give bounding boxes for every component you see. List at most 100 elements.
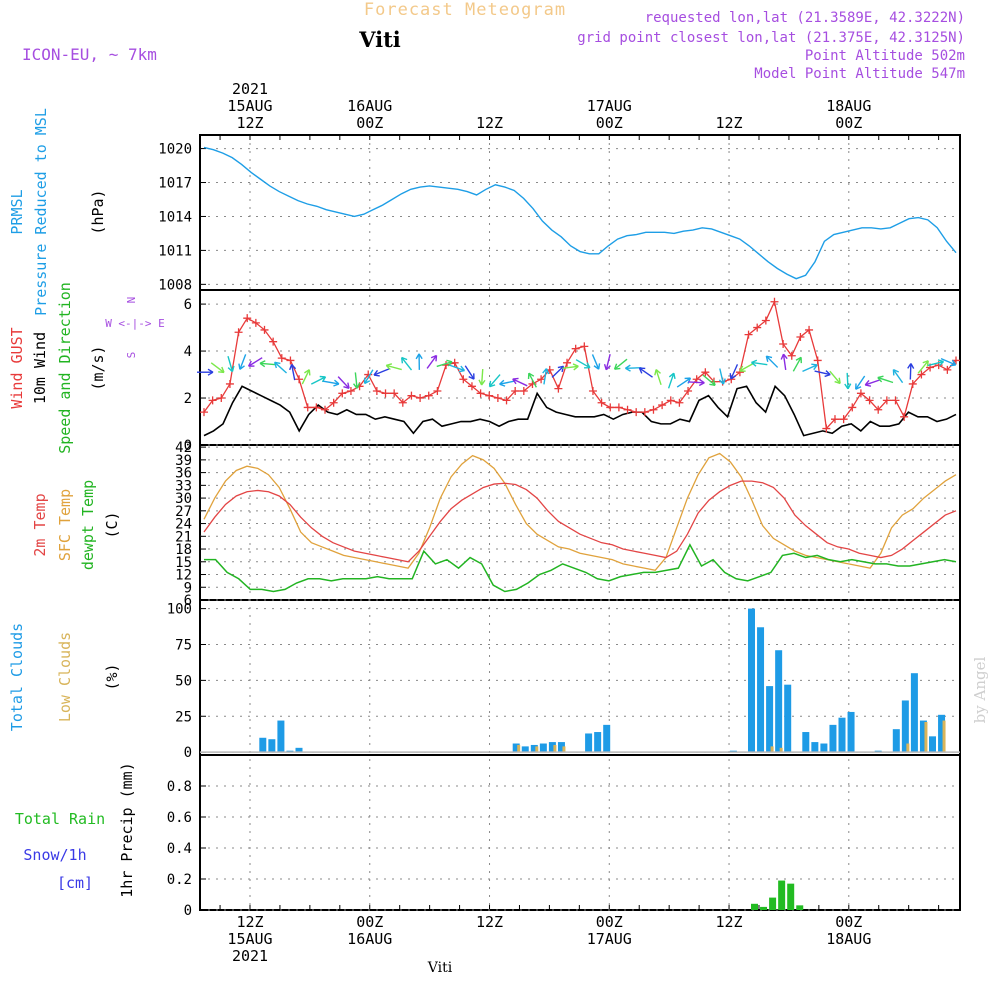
wind-arrow-head (593, 363, 601, 370)
wind-direction-arrow (488, 374, 501, 388)
wind-gust-marker (675, 398, 684, 407)
wind-gust-marker (900, 412, 909, 421)
low-cloud-bar (770, 746, 774, 753)
wind-arrow-shaft (364, 369, 374, 384)
wind-direction-arrow (654, 369, 662, 386)
location-info-line: Model Point Altitude 547m (754, 66, 965, 82)
total-cloud-bar (829, 724, 837, 753)
total-cloud-bar (775, 650, 783, 753)
wind-gust-marker (321, 405, 330, 414)
wind-arrow-shaft (543, 368, 548, 385)
wind-gust-marker (372, 386, 381, 395)
wind-gust-marker (519, 386, 528, 395)
wind-direction-arrow (718, 368, 726, 385)
total-cloud-bar (929, 736, 936, 753)
wind-arrow-shaft (337, 376, 350, 389)
wind-arrow-head (709, 379, 716, 386)
wind-arrow-shaft (765, 355, 779, 368)
wind-gust-marker (822, 424, 831, 433)
wind-arrow-shaft (436, 361, 453, 368)
total-cloud-bar (811, 742, 819, 753)
wind-arrow-head (877, 375, 884, 383)
wind-arrow-head (824, 370, 831, 378)
wind-arrow-head (684, 377, 692, 384)
wind-arrow-shaft (655, 369, 662, 386)
wind-direction-arrow (667, 372, 676, 389)
rain-bar (787, 883, 795, 910)
value-tick-label: 0 (184, 745, 192, 761)
wind-arrow-head (238, 363, 245, 370)
wind-gust-marker (476, 389, 485, 398)
low-cloud-bar (562, 746, 566, 753)
low-cloud-bar (924, 721, 928, 753)
value-tick-label: 0.2 (167, 872, 192, 888)
wind-arrow-shaft (239, 354, 247, 370)
total-cloud-bar (919, 720, 927, 753)
wind-direction-arrow (464, 365, 475, 380)
location-info-line: Point Altitude 502m (805, 48, 965, 64)
wind-gust-marker (424, 391, 433, 400)
pressure-label: Pressure Reduced to MSL (32, 108, 50, 316)
wind-arrow-head (855, 383, 862, 390)
wind-arrow-head (363, 377, 371, 385)
wind-arrow-shaft (290, 364, 296, 381)
wind-unit: (m/s) (89, 345, 107, 390)
value-tick-label: 75 (175, 637, 192, 653)
credit-watermark: by Angel (971, 656, 989, 723)
wind-arrow-head (864, 380, 872, 387)
total-cloud-bar (802, 732, 810, 753)
wind-arrow-head (352, 382, 361, 389)
top-time-label: 17AUG (587, 97, 632, 115)
wind-direction-arrow (273, 361, 288, 374)
wind-direction-arrow (478, 369, 486, 386)
wind-gust-marker (208, 396, 217, 405)
wind-arrow-head (937, 359, 945, 367)
value-tick-label: 6 (184, 297, 192, 313)
value-tick-label: 25 (175, 709, 192, 725)
wind-arrow-shaft (373, 368, 390, 376)
total-cloud-bar (539, 743, 547, 753)
wind-direction-arrow (210, 362, 225, 374)
wind-gust-marker (416, 394, 425, 403)
wind-gust-marker (874, 405, 883, 414)
wind-direction-arrow (373, 368, 390, 377)
total-cloud-bar (268, 739, 276, 753)
wind-direction-arrow (864, 379, 881, 387)
wind-gust-marker (217, 394, 226, 403)
bottom-time-label: 12Z (476, 913, 503, 931)
cloud-unit: (%) (103, 663, 121, 690)
bottom-time-label: 15AUG (227, 930, 272, 948)
wind-direction-arrow (542, 368, 550, 385)
wind-arrow-shaft (310, 376, 326, 385)
bottom-time-label: 16AUG (347, 930, 392, 948)
wind-gust-marker (796, 332, 805, 341)
top-time-label: 2021 (232, 80, 268, 98)
value-tick-label: 2 (184, 391, 192, 407)
value-tick-label: 50 (175, 673, 192, 689)
wind-direction-arrow (301, 369, 311, 385)
top-time-label: 00Z (835, 114, 862, 132)
wind-arrow-head (289, 363, 297, 371)
wind-arrow-head (446, 359, 453, 367)
wind-gust-marker (200, 408, 208, 417)
wind-arrow-head (247, 360, 255, 367)
top-time-label: 00Z (596, 114, 623, 132)
prmsl-line (203, 146, 957, 280)
wind-speed-label: Speed and Direction (56, 282, 74, 454)
sfc-temp-label: SFC Temp (56, 489, 74, 561)
wind-arrow-head (811, 363, 818, 371)
wind-direction-arrow (638, 367, 653, 378)
wind-gust-marker (761, 316, 770, 325)
rain-bar (751, 903, 758, 910)
wind-arrow-shaft (877, 376, 894, 384)
wind-arrow-head (385, 363, 393, 371)
total-cloud-bar (259, 737, 267, 753)
wind-gust-marker (390, 389, 399, 398)
total-cloud-bar (838, 717, 846, 753)
wind-gust-marker (571, 344, 580, 353)
value-tick-label: 0.6 (167, 810, 192, 826)
wind-gust-marker (787, 351, 796, 360)
wind-arrow-shaft (464, 365, 475, 380)
wind-arrow-shaft (802, 364, 818, 373)
